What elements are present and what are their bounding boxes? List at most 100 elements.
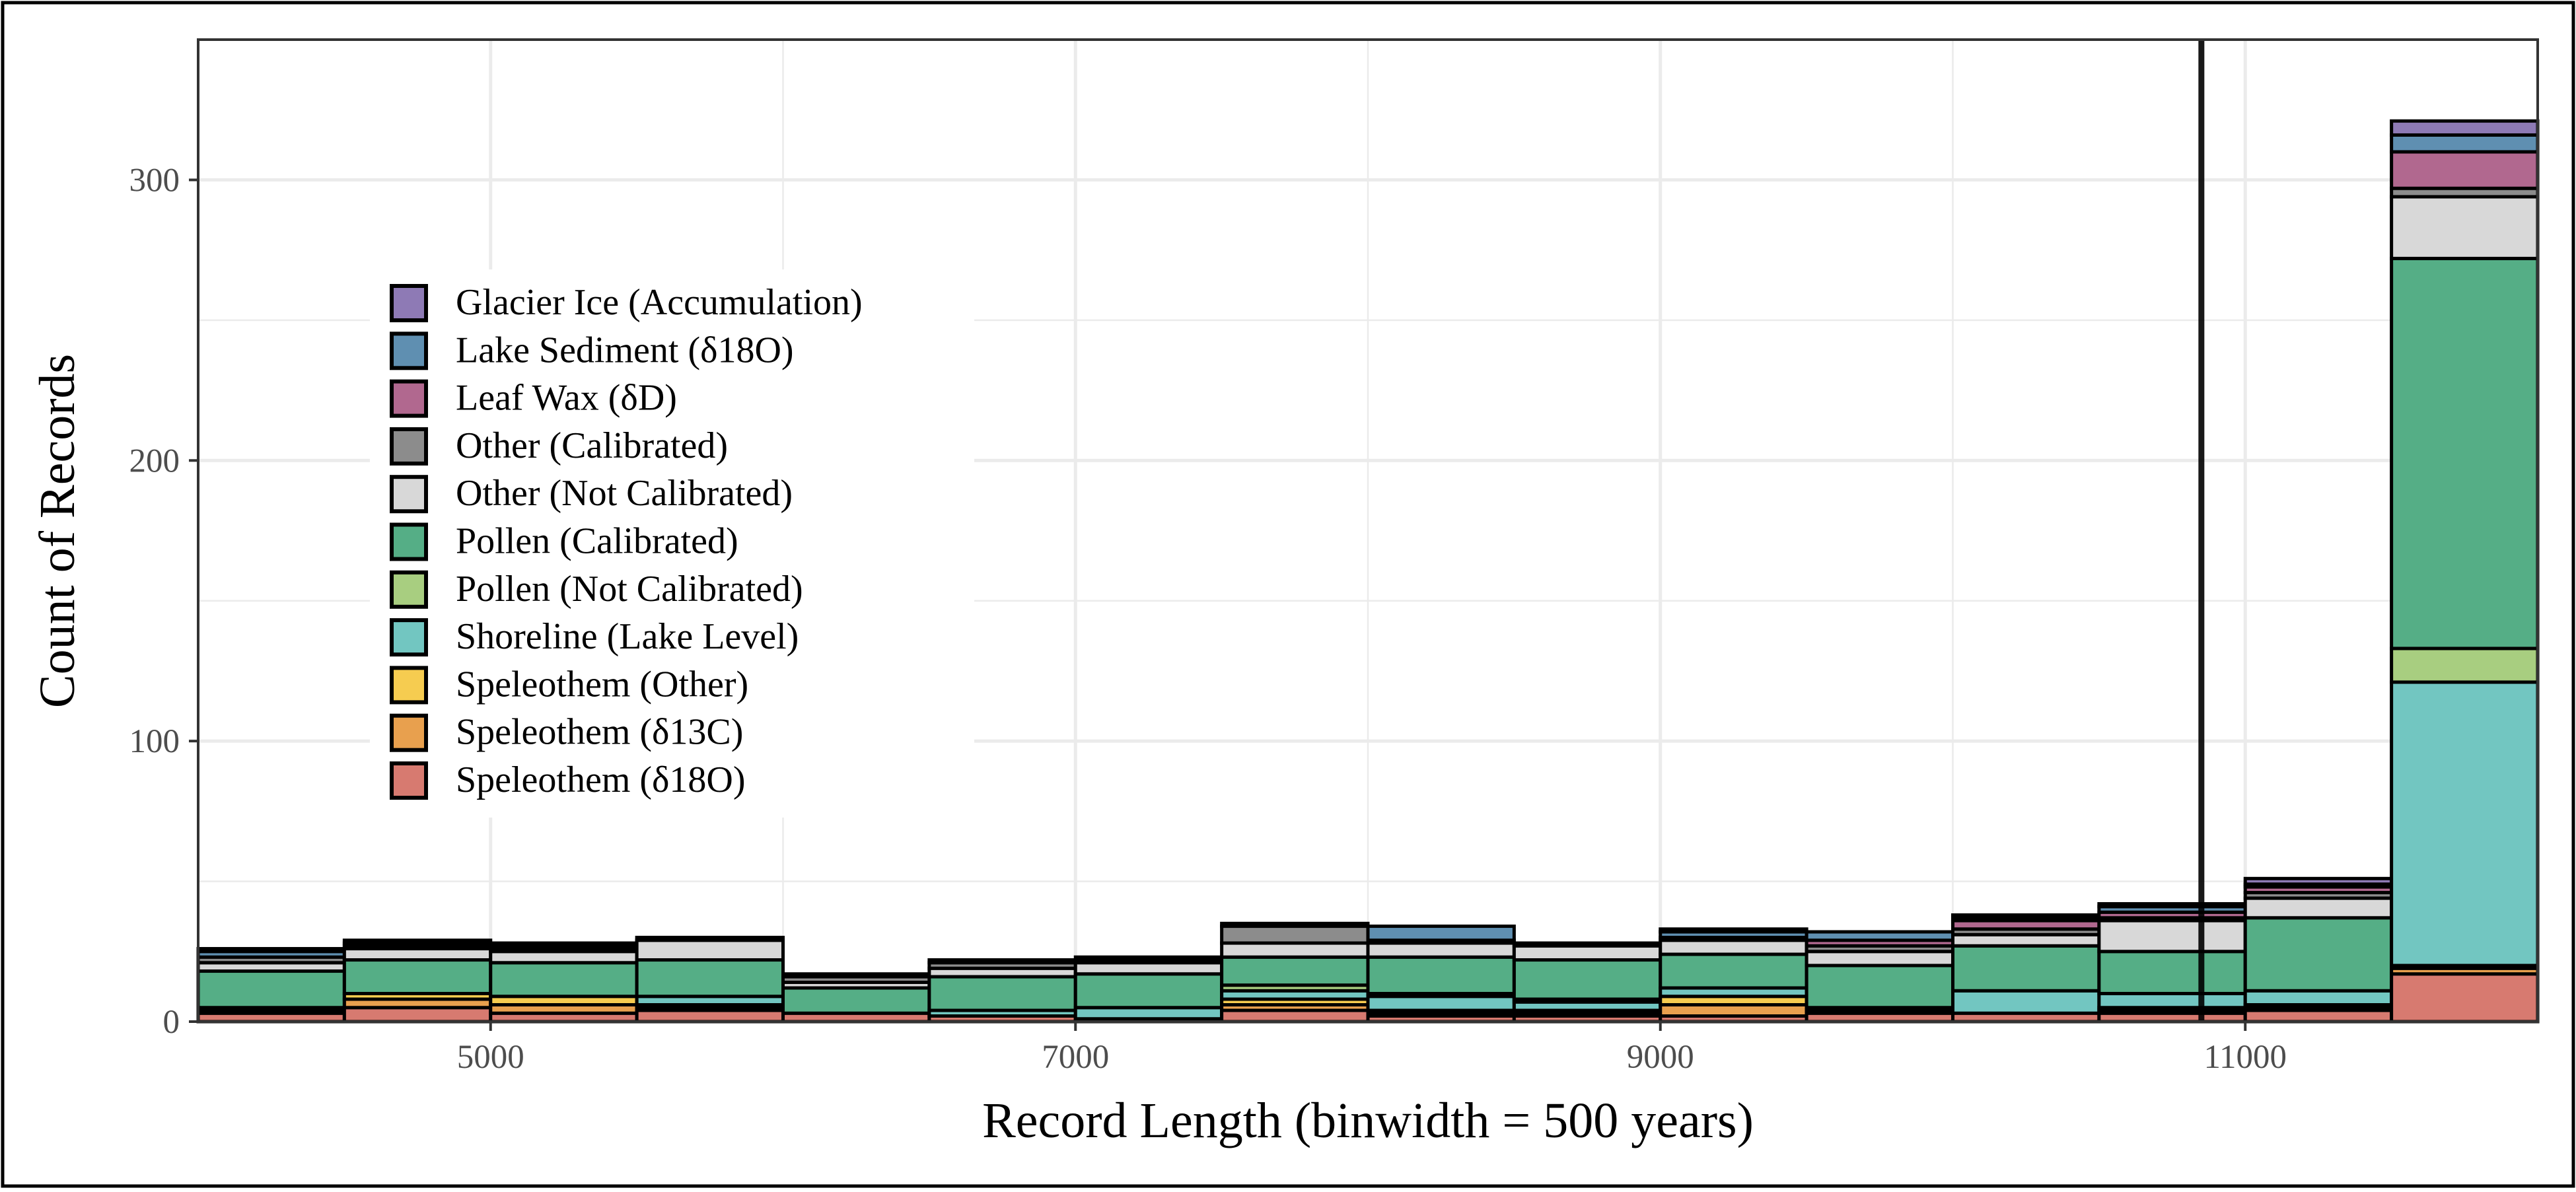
bar-segment-other-calibrated [1220,925,1370,945]
legend-key [390,284,428,322]
y-tick-label: 200 [129,442,180,479]
bar-segment-shoreline-lake-level [1366,995,1516,1012]
bar-segment-pollen-calibrated [2097,950,2247,996]
bar-segment-pollen-calibrated [1659,952,1808,990]
legend-key [390,713,428,752]
legend-key [390,761,428,800]
bar-segment-glacier-ice-accumulation [927,958,1077,965]
bar-segment-speleothem-13c [1659,1003,1808,1018]
legend-label: Leaf Wax (δD) [456,378,677,419]
bar-segment-other-not-calibrated [1512,944,1663,962]
bar-segment-other-not-calibrated [1220,941,1370,959]
plot-panel-border [197,38,2539,1023]
bar-segment-other-not-calibrated [2097,919,2247,954]
legend-key [390,475,428,514]
bar-segment-speleothem-18o [2390,972,2540,1024]
legend-label: Other (Not Calibrated) [456,473,793,514]
bar-segment-glacier-ice-accumulation [489,941,639,948]
bar-segment-pollen-calibrated [342,958,493,996]
bar-segment-lake-sediment-18o [1805,930,1954,942]
x-tick-label: 9000 [1627,1039,1694,1076]
bar-segment-pollen-calibrated [1512,958,1663,1001]
bar-segment-leaf-wax-d [2390,150,2540,190]
bar-segment-shoreline-lake-level [1951,989,2101,1015]
legend-key [390,427,428,466]
bar-segment-glacier-ice-accumulation [781,972,931,979]
legend-label: Other (Calibrated) [456,425,728,466]
bar-segment-pollen-calibrated [781,986,931,1015]
legend-label: Lake Sediment (δ18O) [456,330,794,370]
bar-segment-speleothem-18o [1220,1008,1370,1024]
bar-segment-pollen-calibrated [2390,256,2540,650]
legend-key [390,522,428,561]
x-axis-title: Record Length (binwidth = 500 years) [982,1093,1754,1148]
legend-label: Pollen (Not Calibrated) [456,569,803,610]
bar-segment-shoreline-lake-level [2097,992,2247,1010]
bar-segment-other-not-calibrated [1805,950,1954,967]
bar-segment-speleothem-18o [342,1006,493,1024]
x-tick-label: 11000 [2203,1039,2287,1076]
bar-segment-shoreline-lake-level [1073,1006,1224,1021]
bars-layer [196,119,2540,1024]
bar-segment-glacier-ice-accumulation [1220,921,1370,929]
bar-segment-pollen-calibrated [1073,972,1224,1010]
legend-label: Glacier Ice (Accumulation) [456,282,863,323]
bar-segment-glacier-ice-accumulation [2390,119,2540,137]
bar-segment-pollen-calibrated [489,961,639,999]
y-tick-label: 300 [129,162,180,199]
bar-segment-pollen-calibrated [196,969,346,1010]
bar-segment-other-not-calibrated [1073,961,1224,976]
y-tick-label: 100 [129,723,180,760]
bar-segment-glacier-ice-accumulation [1951,913,2101,920]
legend-label: Pollen (Calibrated) [456,521,738,562]
bar-segment-other-not-calibrated [489,950,639,965]
bar-segment-other-not-calibrated [1951,932,2101,948]
legend-label: Shoreline (Lake Level) [456,616,799,657]
legend-key [390,379,428,418]
legend-label: Speleothem (Other) [456,664,748,705]
bar-segment-lake-sediment-18o [1366,925,1516,942]
bar-segment-pollen-calibrated [927,975,1077,1012]
bar-segment-glacier-ice-accumulation [196,947,346,954]
bar-segment-speleothem-18o [2243,1008,2394,1024]
bar-segment-pollen-calibrated [635,958,785,999]
bar-segment-other-not-calibrated [342,947,493,962]
bar-segment-glacier-ice-accumulation [1073,955,1224,962]
x-tick-label: 7000 [1042,1039,1109,1076]
bar-segment-glacier-ice-accumulation [2243,876,2394,886]
bar-segment-other-calibrated [1512,941,1663,948]
legend-label: Speleothem (δ18O) [456,759,746,800]
y-axis: 0 100 200 300 [129,162,198,1041]
bar-segment-other-not-calibrated [1659,938,1808,956]
bar-segment-glacier-ice-accumulation [1659,927,1808,934]
legend: Glacier Ice (Accumulation) Lake Sediment … [370,269,974,818]
legend-key [390,666,428,705]
legend-label: Speleothem (δ13C) [456,712,743,753]
x-tick-label: 5000 [457,1039,524,1076]
y-axis-title: Count of Records [30,354,85,708]
bar-segment-pollen-not-calibrated [2390,647,2540,684]
bar-segment-pollen-calibrated [1220,955,1370,987]
legend-key [390,332,428,370]
bar-segment-lake-sediment-18o [2390,133,2540,154]
x-axis: 5000 7000 9000 11000 [457,1022,2287,1076]
legend-background [370,269,974,818]
legend-key [390,570,428,609]
bar-segment-other-not-calibrated [1366,941,1516,959]
bar-segment-pollen-calibrated [2243,916,2394,993]
bar-segment-shoreline-lake-level [2243,989,2394,1007]
bar-segment-shoreline-lake-level [2390,680,2540,967]
y-tick-label: 0 [163,1004,180,1041]
bar-segment-pollen-calibrated [1366,955,1516,996]
bar-segment-glacier-ice-accumulation [2097,902,2247,909]
bar-segment-glacier-ice-accumulation [635,936,785,942]
bar-segment-speleothem-18o [635,1008,785,1024]
legend-key [390,618,428,657]
bar-segment-pollen-calibrated [1951,944,2101,993]
bar-segment-other-not-calibrated [635,938,785,962]
bar-segment-other-not-calibrated [2243,896,2394,920]
bar-segment-glacier-ice-accumulation [342,938,493,945]
